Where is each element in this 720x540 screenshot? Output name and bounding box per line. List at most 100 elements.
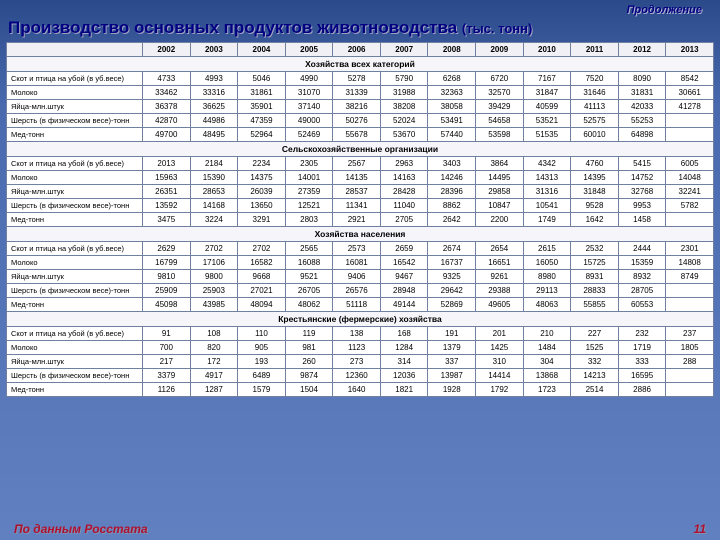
year-header: 2005 — [285, 43, 333, 57]
data-cell: 29388 — [476, 284, 524, 298]
data-cell: 53521 — [523, 114, 571, 128]
data-cell: 44986 — [190, 114, 238, 128]
data-cell: 11040 — [380, 199, 428, 213]
data-cell: 28428 — [380, 185, 428, 199]
data-cell: 232 — [618, 327, 666, 341]
data-cell: 38216 — [333, 100, 381, 114]
data-cell: 172 — [190, 355, 238, 369]
section-heading: Хозяйства населения — [7, 227, 714, 242]
continuation-label: Продолжение — [8, 4, 712, 16]
data-cell: 2921 — [333, 213, 381, 227]
data-cell: 1504 — [285, 383, 333, 397]
data-cell: 10847 — [476, 199, 524, 213]
data-cell: 2642 — [428, 213, 476, 227]
data-cell: 2654 — [476, 242, 524, 256]
data-cell: 32768 — [618, 185, 666, 199]
data-cell: 288 — [666, 355, 714, 369]
data-cell: 3291 — [238, 213, 286, 227]
data-cell: 12521 — [285, 199, 333, 213]
data-cell: 14135 — [333, 171, 381, 185]
data-cell: 26576 — [333, 284, 381, 298]
data-cell: 1458 — [618, 213, 666, 227]
data-cell: 13987 — [428, 369, 476, 383]
data-cell: 16582 — [238, 256, 286, 270]
data-cell: 42033 — [618, 100, 666, 114]
row-label: Скот и птица на убой (в уб.весе) — [7, 72, 143, 86]
data-cell: 1792 — [476, 383, 524, 397]
data-cell: 48062 — [285, 298, 333, 312]
data-cell: 8542 — [666, 72, 714, 86]
data-cell: 31847 — [523, 86, 571, 100]
year-header: 2012 — [618, 43, 666, 57]
data-table: 2002200320042005200620072008200920102011… — [6, 42, 714, 397]
data-cell: 14375 — [238, 171, 286, 185]
data-cell: 53598 — [476, 128, 524, 142]
data-cell: 16799 — [143, 256, 191, 270]
data-cell: 8931 — [571, 270, 619, 284]
data-cell: 41278 — [666, 100, 714, 114]
data-cell: 14048 — [666, 171, 714, 185]
year-header: 2008 — [428, 43, 476, 57]
data-cell: 210 — [523, 327, 571, 341]
data-cell: 9953 — [618, 199, 666, 213]
data-cell: 332 — [571, 355, 619, 369]
data-cell: 16088 — [285, 256, 333, 270]
data-cell: 260 — [285, 355, 333, 369]
data-cell: 273 — [333, 355, 381, 369]
data-cell: 26039 — [238, 185, 286, 199]
data-cell: 1928 — [428, 383, 476, 397]
row-label: Мед-тонн — [7, 298, 143, 312]
data-cell: 32241 — [666, 185, 714, 199]
data-cell: 60010 — [571, 128, 619, 142]
data-cell: 5046 — [238, 72, 286, 86]
data-cell: 1126 — [143, 383, 191, 397]
data-cell: 14313 — [523, 171, 571, 185]
data-cell: 1642 — [571, 213, 619, 227]
data-cell: 9810 — [143, 270, 191, 284]
data-cell: 16651 — [476, 256, 524, 270]
data-cell: 5790 — [380, 72, 428, 86]
data-cell: 38208 — [380, 100, 428, 114]
data-cell: 52469 — [285, 128, 333, 142]
data-cell: 217 — [143, 355, 191, 369]
data-cell: 2301 — [666, 242, 714, 256]
data-cell: 31316 — [523, 185, 571, 199]
data-cell: 5415 — [618, 157, 666, 171]
data-cell — [666, 298, 714, 312]
row-label: Шерсть (в физическом весе)-тонн — [7, 284, 143, 298]
year-header: 2010 — [523, 43, 571, 57]
data-cell: 905 — [238, 341, 286, 355]
data-cell: 2532 — [571, 242, 619, 256]
data-cell: 57440 — [428, 128, 476, 142]
data-cell: 14213 — [571, 369, 619, 383]
data-cell: 51535 — [523, 128, 571, 142]
data-cell: 31070 — [285, 86, 333, 100]
data-cell: 41113 — [571, 100, 619, 114]
data-cell: 52575 — [571, 114, 619, 128]
data-cell: 9521 — [285, 270, 333, 284]
data-cell: 48094 — [238, 298, 286, 312]
data-cell: 14495 — [476, 171, 524, 185]
data-cell: 49605 — [476, 298, 524, 312]
data-cell: 16081 — [333, 256, 381, 270]
data-cell: 14752 — [618, 171, 666, 185]
data-cell: 9467 — [380, 270, 428, 284]
data-cell: 39429 — [476, 100, 524, 114]
data-cell: 4917 — [190, 369, 238, 383]
data-cell: 2567 — [333, 157, 381, 171]
data-cell: 14808 — [666, 256, 714, 270]
data-cell: 9800 — [190, 270, 238, 284]
data-cell: 12036 — [380, 369, 428, 383]
row-label: Шерсть (в физическом весе)-тонн — [7, 114, 143, 128]
data-cell: 2674 — [428, 242, 476, 256]
data-cell: 1805 — [666, 341, 714, 355]
row-label: Шерсть (в физическом весе)-тонн — [7, 199, 143, 213]
data-cell: 42870 — [143, 114, 191, 128]
data-cell: 6720 — [476, 72, 524, 86]
data-cell: 2659 — [380, 242, 428, 256]
data-cell: 1749 — [523, 213, 571, 227]
year-header: 2004 — [238, 43, 286, 57]
data-cell: 10541 — [523, 199, 571, 213]
data-cell: 1484 — [523, 341, 571, 355]
data-cell: 2629 — [143, 242, 191, 256]
